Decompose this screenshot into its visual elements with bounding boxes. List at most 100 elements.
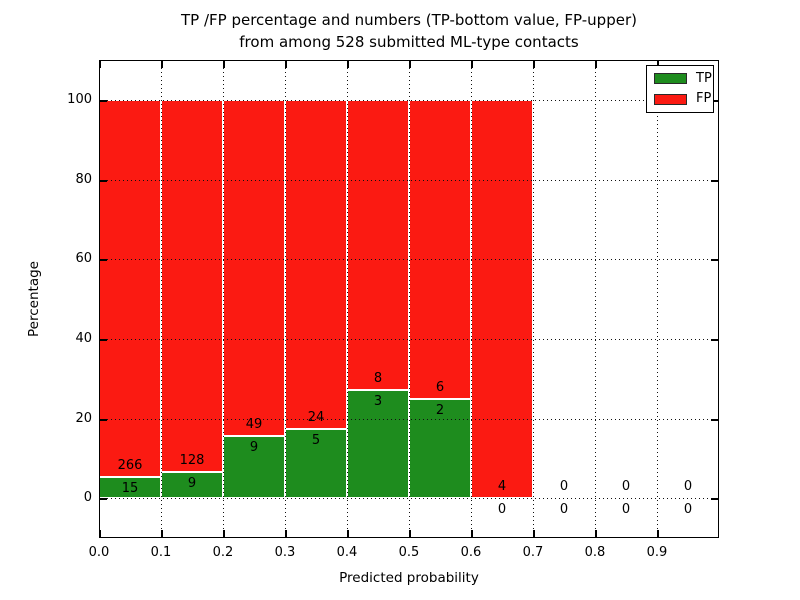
x-tick — [99, 530, 101, 537]
y-tick — [100, 498, 107, 500]
fp-count-label: 6 — [435, 379, 445, 395]
y-tick-right — [711, 259, 718, 261]
x-tick — [533, 530, 535, 537]
x-tick-label: 0.0 — [88, 545, 110, 560]
fp-count-label: 24 — [307, 410, 325, 426]
x-tick-label: 0.5 — [398, 545, 420, 560]
tp-count-label: 2 — [435, 402, 445, 418]
fp-count-label: 8 — [373, 370, 383, 386]
fp-count-label: 128 — [179, 452, 205, 468]
y-tick-right — [711, 100, 718, 102]
x-tick-top — [99, 61, 101, 68]
tp-count-label: 0 — [559, 502, 569, 518]
grid-line-x — [409, 60, 410, 538]
x-tick — [595, 530, 597, 537]
chart-title-line1: TP /FP percentage and numbers (TP-bottom… — [181, 11, 637, 29]
bar-tp-segment — [409, 398, 471, 499]
fp-count-label: 4 — [497, 479, 507, 495]
y-tick-right — [711, 180, 718, 182]
x-tick-label: 0.1 — [150, 545, 172, 560]
x-tick — [657, 530, 659, 537]
x-tick — [161, 530, 163, 537]
x-tick-label: 0.7 — [522, 545, 544, 560]
y-tick-label: 80 — [75, 171, 92, 187]
legend-label-fp: FP — [696, 91, 712, 107]
legend: TP FP — [646, 65, 714, 113]
x-tick-label: 0.9 — [646, 545, 668, 560]
y-tick — [100, 100, 107, 102]
tp-count-label: 3 — [373, 393, 383, 409]
bar-tp-segment — [347, 389, 409, 499]
x-tick-top — [409, 61, 411, 68]
x-tick-top — [161, 61, 163, 68]
fp-count-label: 0 — [683, 479, 693, 495]
y-tick-right — [711, 419, 718, 421]
tp-count-label: 0 — [683, 502, 693, 518]
fp-count-label: 0 — [621, 479, 631, 495]
grid-line-y — [99, 339, 719, 340]
x-tick-top — [223, 61, 225, 68]
bar-tp-segment — [161, 471, 223, 499]
y-tick-label: 60 — [75, 251, 92, 267]
bar-fp-segment — [161, 99, 223, 472]
grid-line-x — [285, 60, 286, 538]
x-tick-top — [471, 61, 473, 68]
x-axis-label: Predicted probability — [339, 570, 479, 586]
grid-line-y — [99, 259, 719, 260]
tp-count-label: 9 — [187, 475, 197, 491]
grid-line-x — [533, 60, 534, 538]
x-tick — [409, 530, 411, 537]
tp-count-label: 0 — [497, 502, 507, 518]
y-tick-right — [711, 498, 718, 500]
grid-line-x — [161, 60, 162, 538]
fp-count-label: 266 — [117, 457, 143, 473]
x-tick-label: 0.3 — [274, 545, 296, 560]
legend-row-fp: FP — [647, 91, 713, 107]
fp-count-label: 0 — [559, 479, 569, 495]
bar-fp-segment — [99, 99, 161, 477]
fp-count-label: 49 — [245, 417, 263, 433]
x-tick — [285, 530, 287, 537]
x-tick — [223, 530, 225, 537]
grid-line-x — [471, 60, 472, 538]
grid-line-y — [99, 419, 719, 420]
grid-line-y — [99, 180, 719, 181]
legend-row-tp: TP — [647, 71, 713, 87]
tp-count-label: 5 — [311, 433, 321, 449]
x-tick-label: 0.8 — [584, 545, 606, 560]
x-tick-top — [533, 61, 535, 68]
bar-fp-segment — [409, 99, 471, 399]
y-tick-label: 100 — [67, 91, 92, 107]
x-tick — [471, 530, 473, 537]
x-tick-top — [347, 61, 349, 68]
grid-line-x — [595, 60, 596, 538]
y-tick — [100, 339, 107, 341]
chart-title-line2: from among 528 submitted ML-type contact… — [239, 33, 579, 51]
y-axis-label: Percentage — [26, 261, 42, 337]
legend-swatch-fp — [654, 93, 687, 105]
bar-fp-segment — [347, 99, 409, 390]
tp-count-label: 9 — [249, 440, 259, 456]
grid-line-x — [657, 60, 658, 538]
grid-line-x — [223, 60, 224, 538]
x-tick — [347, 530, 349, 537]
y-tick-label: 20 — [75, 410, 92, 426]
y-tick — [100, 180, 107, 182]
x-tick-top — [657, 61, 659, 68]
grid-line-x — [347, 60, 348, 538]
x-tick-label: 0.6 — [460, 545, 482, 560]
grid-line-y — [99, 498, 719, 499]
bar-fp-segment — [285, 99, 347, 430]
y-tick — [100, 419, 107, 421]
x-tick-label: 0.4 — [336, 545, 358, 560]
y-tick-label: 0 — [83, 490, 92, 506]
legend-swatch-tp — [654, 73, 687, 85]
bar-fp-segment — [223, 99, 285, 437]
tp-count-label: 0 — [621, 502, 631, 518]
bar-fp-segment — [471, 99, 533, 499]
y-tick-right — [711, 339, 718, 341]
y-tick-label: 40 — [75, 330, 92, 346]
grid-line-y — [99, 100, 719, 101]
y-tick — [100, 259, 107, 261]
legend-label-tp: TP — [696, 70, 712, 86]
